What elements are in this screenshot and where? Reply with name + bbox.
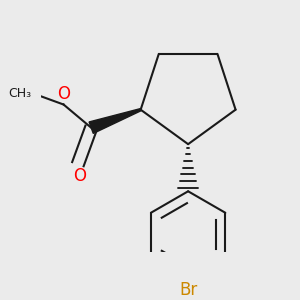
Text: O: O	[73, 167, 86, 185]
Polygon shape	[89, 109, 141, 134]
Text: CH₃: CH₃	[8, 87, 31, 100]
Text: Br: Br	[179, 281, 197, 299]
Text: O: O	[57, 85, 70, 103]
